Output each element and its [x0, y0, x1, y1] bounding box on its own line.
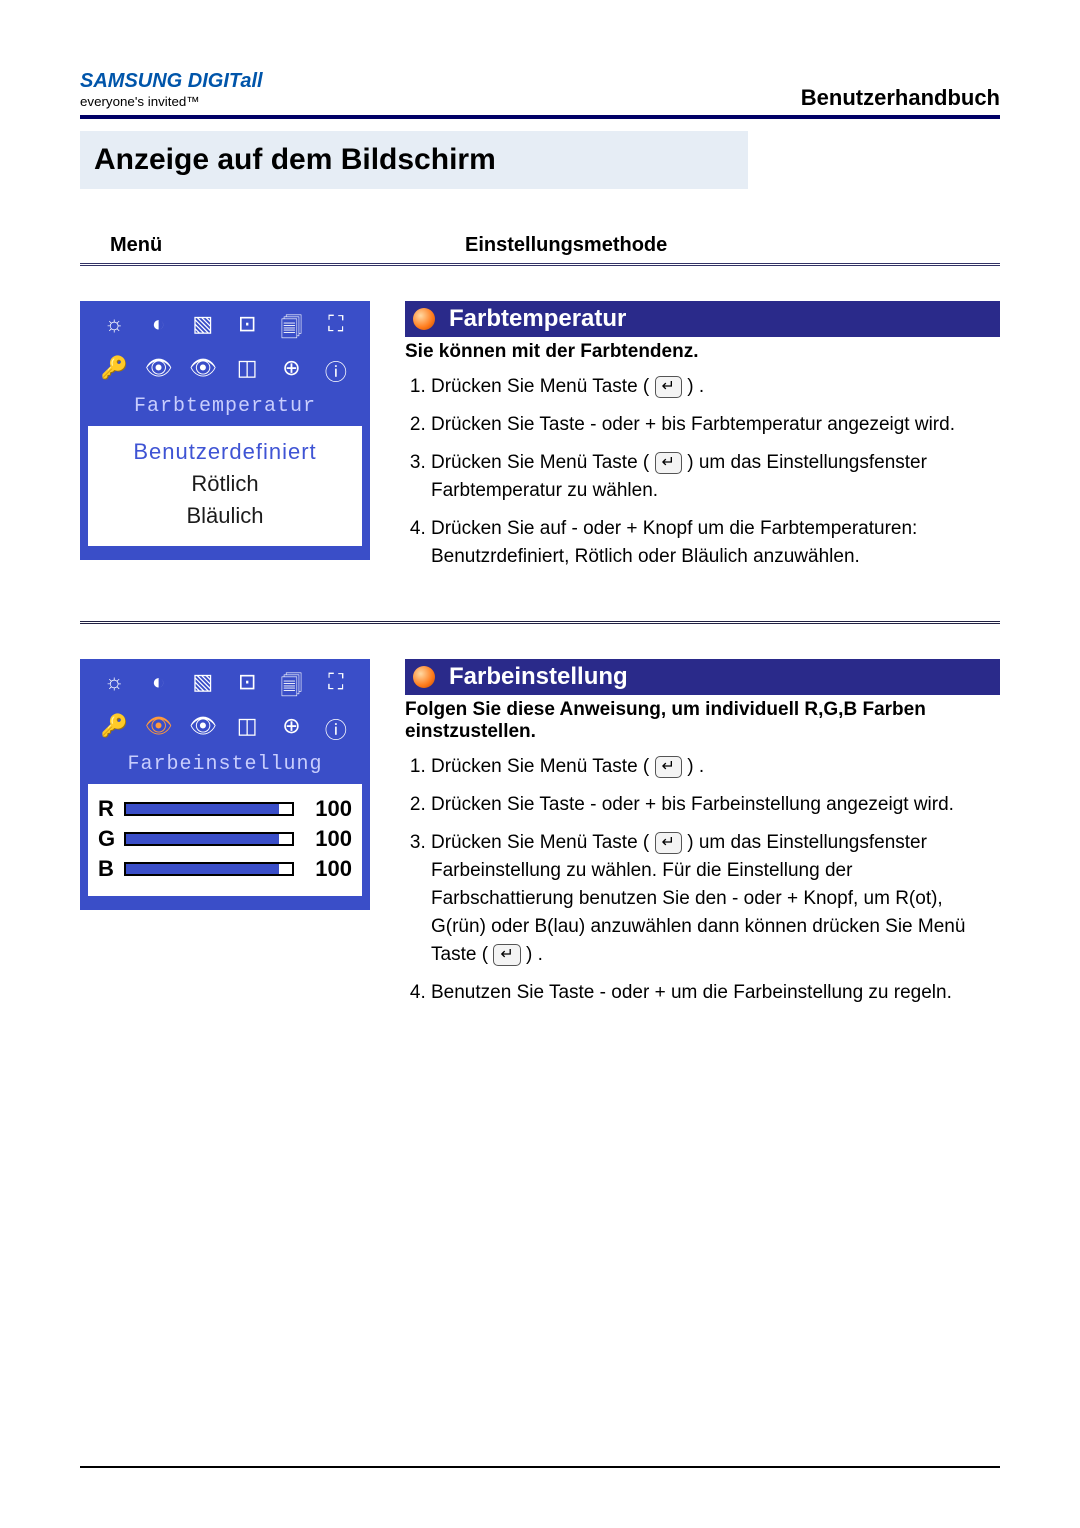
topic-bar-farbtemperatur: Farbtemperatur: [405, 301, 1000, 337]
topic-bar-farbeinstellung: Farbeinstellung: [405, 659, 1000, 695]
contrast-icon: ◐: [138, 669, 178, 707]
topic-subtitle: Sie können mit der Farbtendenz.: [405, 341, 1000, 363]
page-header: SAMSUNG DIGITall everyone's invited™ Ben…: [80, 70, 1000, 119]
channel-b-bar: [124, 862, 294, 876]
osd-menu-label: Farbeinstellung: [88, 753, 362, 776]
colortemp-icon: 🔑: [94, 713, 134, 745]
osd-icon-row1: ☼ ◐ ▧ ⊡ 🗐 ⛶: [88, 669, 362, 713]
info-icon: ⓘ: [316, 713, 356, 745]
size-icon: 🗐: [271, 669, 311, 707]
step-2: Drücken Sie Taste - oder + bis Farbeinst…: [431, 791, 1000, 819]
menu-button-icon: ↵: [655, 376, 682, 398]
osd-icon-row1: ☼ ◐ ▧ ⊡ 🗐 ⛶: [88, 311, 362, 355]
menu-button-icon: ↵: [655, 756, 682, 778]
orb-icon: [413, 666, 435, 688]
geometry-icon: ▧: [183, 669, 223, 707]
osd-menu-farbeinstellung: ☼ ◐ ▧ ⊡ 🗐 ⛶ 🔑 👁 👁 ◫ ⊕ ⓘ Farbeinstellung …: [80, 659, 370, 910]
osd-icon: ◫: [227, 355, 267, 387]
step-2: Drücken Sie Taste - oder + bis Farbtempe…: [431, 411, 1000, 439]
channel-r-bar: [124, 802, 294, 816]
geometry-icon: ▧: [183, 311, 223, 349]
section-divider: [80, 621, 1000, 624]
column-header-menu: Menü: [80, 234, 445, 263]
recall-icon: ⊕: [271, 713, 311, 745]
menu-button-icon: ↵: [493, 944, 520, 966]
osd-icon-row2: 🔑 👁 👁 ◫ ⊕ ⓘ: [88, 355, 362, 393]
step-1: Drücken Sie Menü Taste ( ↵ ) .: [431, 753, 1000, 781]
osd-icon: ◫: [227, 713, 267, 745]
rgb-row-g: G 100: [98, 826, 352, 852]
option-blaeulich: Bläulich: [88, 500, 362, 532]
section-farbtemperatur: ☼ ◐ ▧ ⊡ 🗐 ⛶ 🔑 👁 👁 ◫ ⊕ ⓘ Farbtemperatur B…: [80, 301, 1000, 581]
steps-list: Drücken Sie Menü Taste ( ↵ ) . Drücken S…: [409, 753, 1000, 1007]
channel-r-value: 100: [304, 796, 352, 822]
channel-g-bar: [124, 832, 294, 846]
steps-list: Drücken Sie Menü Taste ( ↵ ) . Drücken S…: [409, 373, 1000, 571]
column-headers: Menü Einstellungsmethode: [80, 234, 1000, 266]
contrast-icon: ◐: [138, 311, 178, 349]
logo-tagline: everyone's invited™: [80, 94, 200, 109]
instructions-farbtemperatur: Farbtemperatur Sie können mit der Farbte…: [370, 301, 1000, 581]
osd-icon-row2: 🔑 👁 👁 ◫ ⊕ ⓘ: [88, 713, 362, 751]
language-icon: 👁: [183, 355, 223, 387]
channel-g-value: 100: [304, 826, 352, 852]
logo-main: SAMSUNG DIGITall: [80, 70, 263, 93]
osd-menu-farbtemperatur: ☼ ◐ ▧ ⊡ 🗐 ⛶ 🔑 👁 👁 ◫ ⊕ ⓘ Farbtemperatur B…: [80, 301, 370, 560]
option-selected: Benutzerdefiniert: [88, 436, 362, 468]
column-header-method: Einstellungsmethode: [445, 234, 667, 263]
info-icon: ⓘ: [316, 355, 356, 387]
channel-g-label: G: [98, 826, 124, 852]
size-icon: 🗐: [271, 311, 311, 349]
step-4: Drücken Sie auf - oder + Knopf um die Fa…: [431, 515, 1000, 571]
recall-icon: ⊕: [271, 355, 311, 387]
topic-subtitle: Folgen Sie diese Anweisung, um individue…: [405, 699, 1000, 743]
step-4: Benutzen Sie Taste - oder + um die Farbe…: [431, 979, 1000, 1007]
channel-r-label: R: [98, 796, 124, 822]
language-icon: 👁: [183, 713, 223, 745]
channel-b-value: 100: [304, 856, 352, 882]
menu-button-icon: ↵: [655, 452, 682, 474]
rgb-panel: R 100 G 100 B 100: [88, 784, 362, 896]
topic-title: Farbeinstellung: [449, 663, 628, 691]
osd-option-list: Benutzerdefiniert Rötlich Bläulich: [88, 426, 362, 546]
step-3: Drücken Sie Menü Taste ( ↵ ) um das Eins…: [431, 449, 1000, 505]
orb-icon: [413, 308, 435, 330]
position-icon: ⊡: [227, 311, 267, 349]
page-title: Anzeige auf dem Bildschirm: [80, 131, 748, 189]
color-icon: 👁: [138, 355, 178, 387]
rgb-row-b: B 100: [98, 856, 352, 882]
option-roetlich: Rötlich: [88, 468, 362, 500]
expand-icon: ⛶: [316, 311, 356, 349]
channel-b-label: B: [98, 856, 124, 882]
brightness-icon: ☼: [94, 311, 134, 349]
section-farbeinstellung: ☼ ◐ ▧ ⊡ 🗐 ⛶ 🔑 👁 👁 ◫ ⊕ ⓘ Farbeinstellung …: [80, 659, 1000, 1017]
rgb-row-r: R 100: [98, 796, 352, 822]
step-1: Drücken Sie Menü Taste ( ↵ ) .: [431, 373, 1000, 401]
footer-rule: [80, 1466, 1000, 1468]
manual-title: Benutzerhandbuch: [801, 85, 1000, 111]
brand-logo: SAMSUNG DIGITall everyone's invited™: [80, 70, 263, 111]
brightness-icon: ☼: [94, 669, 134, 707]
colortemp-icon: 🔑: [94, 355, 134, 387]
step-3: Drücken Sie Menü Taste ( ↵ ) um das Eins…: [431, 829, 1000, 969]
instructions-farbeinstellung: Farbeinstellung Folgen Sie diese Anweisu…: [370, 659, 1000, 1017]
topic-title: Farbtemperatur: [449, 305, 626, 333]
expand-icon: ⛶: [316, 669, 356, 707]
position-icon: ⊡: [227, 669, 267, 707]
menu-button-icon: ↵: [655, 832, 682, 854]
color-icon: 👁: [138, 713, 178, 745]
osd-menu-label: Farbtemperatur: [88, 395, 362, 418]
